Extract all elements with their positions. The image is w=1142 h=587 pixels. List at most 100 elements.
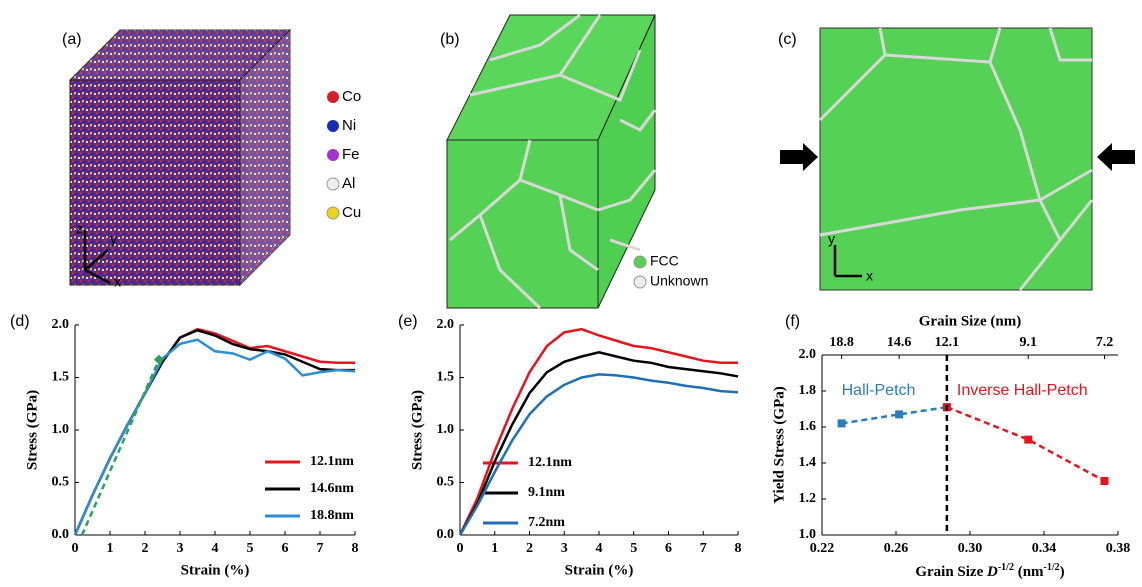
grain-boundaries xyxy=(818,27,1094,291)
fit-line xyxy=(80,359,161,536)
legend-label: Ni xyxy=(342,117,356,134)
legend-dot xyxy=(327,149,339,161)
legend-label: 9.1nm xyxy=(528,485,565,500)
x-axis-title: Strain (%) xyxy=(565,562,634,578)
x-tick-label: 6 xyxy=(665,541,672,556)
x-tick-label: 7 xyxy=(700,541,707,556)
point xyxy=(1024,435,1033,444)
y-tick-label: 1.0 xyxy=(437,422,455,437)
x-tick-label: 1 xyxy=(107,541,114,556)
series-line xyxy=(458,351,739,536)
grain-image xyxy=(819,27,1093,291)
legend-label: Fe xyxy=(342,146,360,163)
y-axis-title: Stress (GPa) xyxy=(409,390,425,470)
cube-face xyxy=(69,79,241,286)
legend-label: 14.6nm xyxy=(310,481,354,496)
x-axis-title-part: ) xyxy=(1060,564,1065,580)
arrow xyxy=(780,143,818,171)
x-axis-title-part: -1/2 xyxy=(998,562,1014,573)
y-tick-label: 2.0 xyxy=(799,347,817,362)
y-tick-label: 1.8 xyxy=(799,383,817,398)
x-axis-title-part: D xyxy=(986,564,998,580)
x-axis-title: Grain Size D-1/2 (nm-1/2) xyxy=(915,562,1064,581)
y-axis-title: Stress (GPa) xyxy=(24,390,40,470)
y-tick-label: 1.4 xyxy=(799,455,817,470)
x-axis-title-part: (nm xyxy=(1014,564,1044,580)
series-annotation: Inverse Hall-Petch xyxy=(957,382,1088,399)
series-line xyxy=(73,327,355,536)
axis-triad xyxy=(833,245,862,278)
y-tick-label: 0.5 xyxy=(52,475,70,490)
legend-dot xyxy=(633,275,647,289)
x2-tick-label: 18.8 xyxy=(829,335,854,350)
series-line xyxy=(73,328,355,536)
legend-label: Co xyxy=(342,88,361,105)
x-tick-label: 0 xyxy=(457,541,464,556)
y-tick-label: 0.0 xyxy=(437,527,455,542)
y-tick-label: 1.0 xyxy=(52,422,70,437)
panel-b: (b) FCC Unknown xyxy=(440,13,708,310)
legend-label: 7.2nm xyxy=(528,515,565,530)
axis-name: y xyxy=(110,231,117,247)
point xyxy=(837,419,846,428)
x2-axis-title: Grain Size (nm) xyxy=(919,313,1022,329)
x-tick-label: 1 xyxy=(491,541,498,556)
y-tick-label: 2.0 xyxy=(437,317,455,332)
legend-label: 12.1nm xyxy=(528,455,572,470)
x-tick-label: 8 xyxy=(735,541,742,556)
x2-tick-label: 7.2 xyxy=(1096,335,1114,350)
x-tick-label: 2 xyxy=(526,541,533,556)
x2-tick-label: 12.1 xyxy=(935,335,960,350)
series-line xyxy=(458,373,739,536)
series-line xyxy=(458,327,738,536)
x-tick-label: 3 xyxy=(177,541,184,556)
x-tick-label: 4 xyxy=(212,541,219,556)
series-line xyxy=(73,338,356,536)
x-tick-label: 0.30 xyxy=(958,541,983,556)
panel-label: (c) xyxy=(778,31,797,48)
x-tick-label: 2 xyxy=(142,541,149,556)
series-line xyxy=(841,405,948,425)
point xyxy=(1100,477,1109,485)
x-tick-label: 0.34 xyxy=(1032,541,1057,556)
panel-c: (c) y x xyxy=(778,27,1135,291)
legend-dot xyxy=(327,91,339,103)
x-axis-title-part: Grain Size xyxy=(915,564,987,580)
x-tick-label: 0.26 xyxy=(884,541,909,556)
arrow xyxy=(1097,143,1135,171)
panel-label: (a) xyxy=(62,31,82,48)
x-tick-label: 6 xyxy=(282,541,289,556)
y-axis-title: Yield Stress (GPa) xyxy=(771,386,787,504)
fit-point xyxy=(154,354,164,365)
x-tick-label: 5 xyxy=(630,541,637,556)
legend-dot xyxy=(327,120,339,132)
axis-name: x xyxy=(866,268,873,284)
x-tick-label: 4 xyxy=(596,541,603,556)
grain-boundaries xyxy=(449,13,657,310)
x-tick-label: 5 xyxy=(247,541,254,556)
x-axis-title: Strain (%) xyxy=(181,562,250,578)
legend-label: 18.8nm xyxy=(310,508,354,523)
x-axis-title-part: -1/2 xyxy=(1044,562,1060,573)
x-tick-label: 0 xyxy=(72,541,79,556)
x-tick-label: 0.38 xyxy=(1106,541,1131,556)
legend-label: Al xyxy=(342,175,355,192)
series-line xyxy=(946,406,1106,483)
y-tick-label: 1.0 xyxy=(799,527,817,542)
axis-name: x xyxy=(114,274,121,290)
axis-name: z xyxy=(76,221,83,237)
panel-label: (d) xyxy=(10,313,30,330)
x2-tick-label: 9.1 xyxy=(1020,335,1038,350)
y-tick-label: 2.0 xyxy=(52,317,70,332)
axis-name: y xyxy=(828,231,835,247)
y-tick-label: 1.5 xyxy=(437,370,455,385)
cube-face xyxy=(239,28,291,287)
legend-label: Unknown xyxy=(650,273,708,289)
y-tick-label: 1.6 xyxy=(799,419,817,434)
legend-dot xyxy=(633,255,647,269)
legend-label: 12.1nm xyxy=(310,454,354,469)
axis-triad xyxy=(83,230,111,285)
panel-label: (b) xyxy=(440,31,460,48)
panel-label: (e) xyxy=(398,313,418,330)
